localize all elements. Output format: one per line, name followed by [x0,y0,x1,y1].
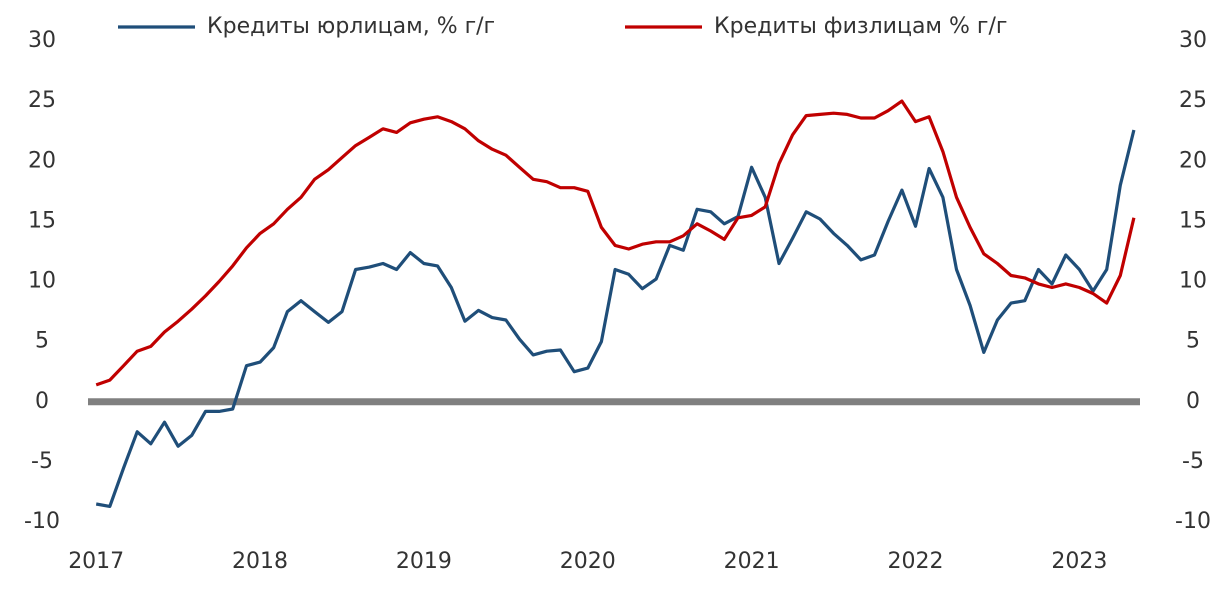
y2-tick-label: 15 [1179,208,1207,233]
y-tick-label: 10 [28,269,56,294]
y-tick-label: -5 [31,449,53,474]
x-tick-label: 2018 [232,549,288,574]
series-line [95,129,1136,508]
legend-label: Кредиты физлицам % г/г [714,14,1007,39]
x-tick-label: 2022 [888,549,944,574]
x-tick-label: 2019 [396,549,452,574]
x-tick-label: 2023 [1051,549,1107,574]
series-line [95,99,1136,387]
y2-tick-label: 0 [1186,389,1200,414]
y2-tick-label: 30 [1179,28,1207,53]
y-tick-label: 20 [28,148,56,173]
x-tick-label: 2017 [68,549,124,574]
y2-tick-label: 20 [1179,148,1207,173]
legend-label: Кредиты юрлицам, % г/г [207,14,495,39]
y-tick-label: -10 [24,509,60,534]
y-tick-label: 15 [28,208,56,233]
y2-tick-label: -10 [1175,509,1211,534]
y2-tick-label: 10 [1179,269,1207,294]
y2-tick-label: 5 [1186,329,1200,354]
x-tick-label: 2020 [560,549,616,574]
y-tick-label: 0 [35,389,49,414]
y-tick-label: 25 [28,88,56,113]
x-tick-label: 2021 [724,549,780,574]
y-tick-label: 30 [28,28,56,53]
y-tick-label: 5 [35,329,49,354]
y2-tick-label: -5 [1182,449,1204,474]
y2-tick-label: 25 [1179,88,1207,113]
